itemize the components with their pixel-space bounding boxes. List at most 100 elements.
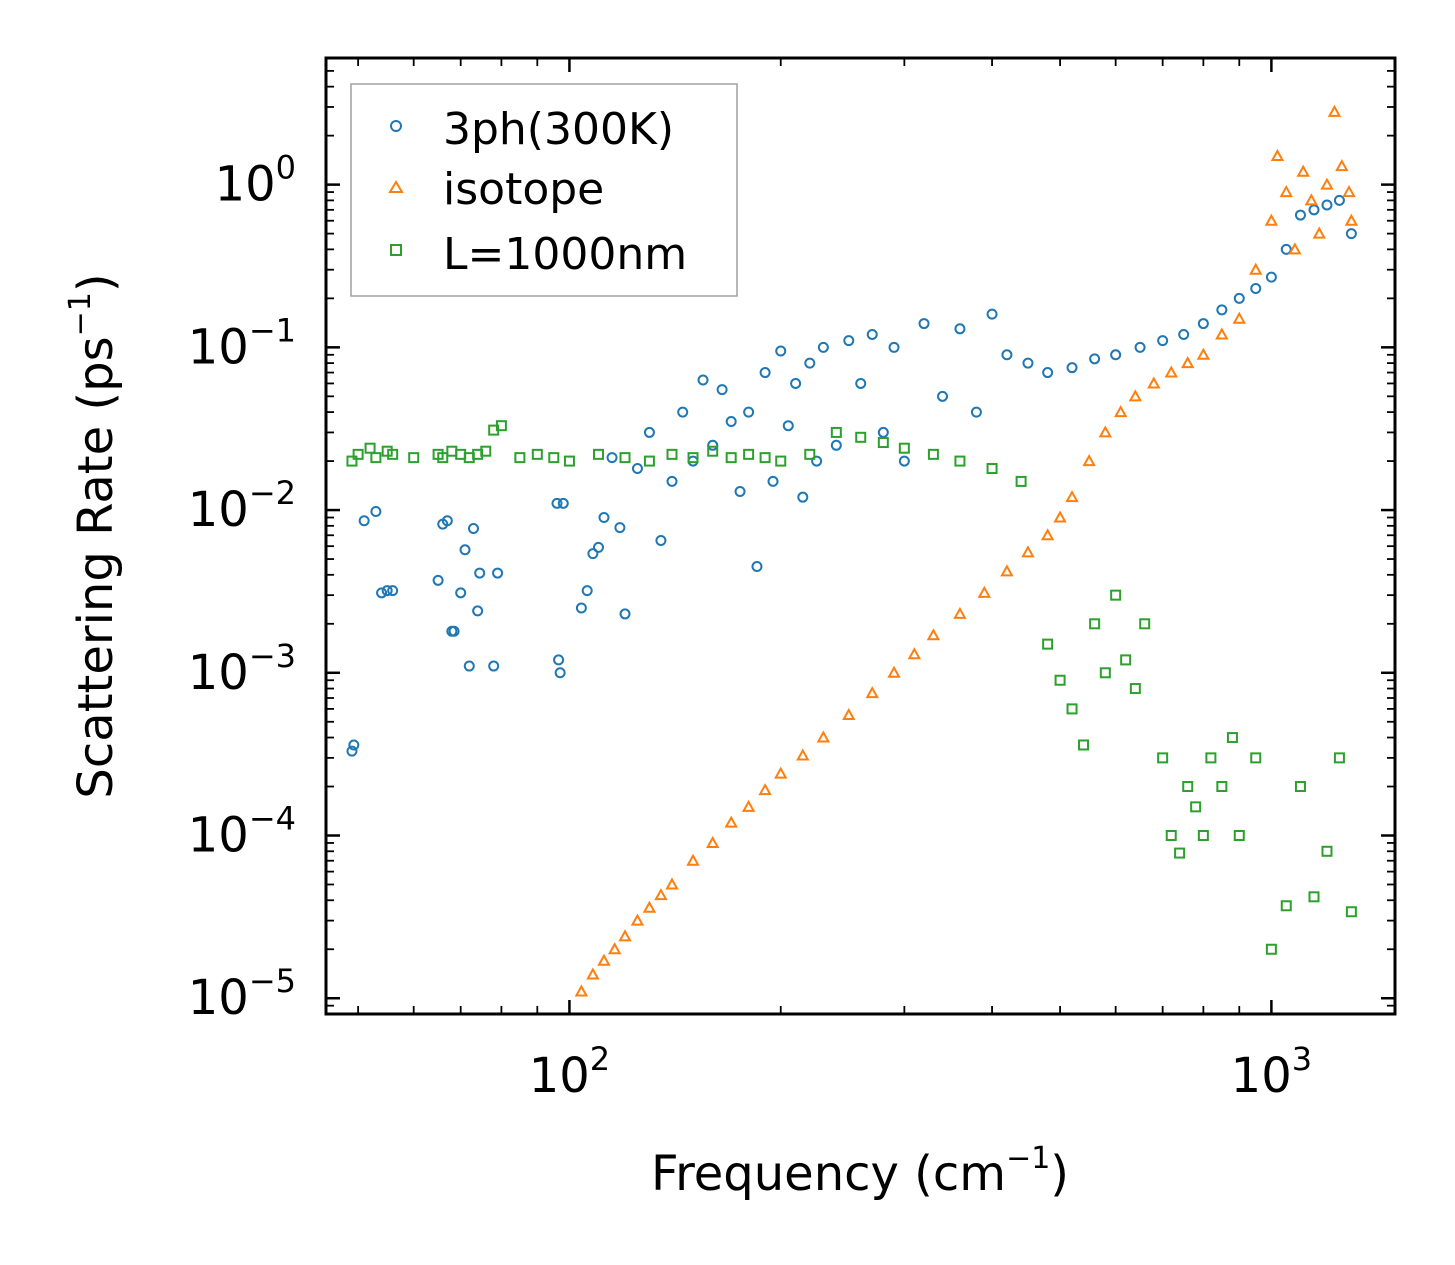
data-point <box>575 602 587 614</box>
data-point <box>370 452 382 464</box>
data-point <box>743 406 755 418</box>
data-point <box>358 515 370 527</box>
data-point <box>352 448 364 460</box>
data-point <box>697 374 709 386</box>
data-point <box>1216 781 1228 793</box>
data-point <box>855 431 867 443</box>
data-point <box>1065 490 1079 503</box>
data-point <box>448 625 460 637</box>
data-point <box>643 455 655 467</box>
series-1 <box>574 104 1359 997</box>
data-point <box>586 967 600 980</box>
data-point <box>1232 311 1246 324</box>
data-point <box>1205 752 1217 764</box>
data-point <box>953 606 967 619</box>
data-point <box>1312 226 1326 239</box>
data-point <box>642 900 657 913</box>
legend-label-isotope: isotope <box>443 164 604 215</box>
data-point <box>1128 389 1143 402</box>
data-point <box>548 452 560 464</box>
data-point <box>977 585 992 598</box>
data-point <box>614 522 626 534</box>
data-point <box>1288 242 1302 255</box>
data-point <box>619 452 631 464</box>
data-point <box>654 888 668 901</box>
data-point <box>1082 454 1096 467</box>
data-point <box>687 452 699 464</box>
data-point <box>1196 347 1211 360</box>
data-point <box>1099 667 1111 679</box>
data-point <box>488 660 500 672</box>
data-point <box>631 463 643 475</box>
data-point <box>865 686 879 699</box>
data-point <box>1333 752 1345 764</box>
data-point <box>1250 752 1262 764</box>
data-point <box>1164 365 1178 378</box>
data-point <box>1342 185 1356 198</box>
data-point <box>843 335 855 347</box>
legend-marker-L1000nm <box>390 244 402 256</box>
data-point <box>1296 164 1310 177</box>
data-point <box>775 455 787 467</box>
data-point <box>619 608 631 620</box>
data-point <box>1001 349 1013 361</box>
data-point <box>553 654 565 666</box>
y-tick-label: 10−3 <box>188 637 296 701</box>
data-point <box>1233 830 1245 842</box>
data-point <box>796 748 810 761</box>
data-point <box>551 497 563 509</box>
x-axis-label: Frequency (cm−1) <box>651 1141 1069 1202</box>
data-point <box>1129 683 1141 695</box>
data-point <box>741 799 756 812</box>
data-point <box>775 345 787 357</box>
data-point <box>432 574 444 586</box>
x-tick-label: 103 <box>1231 1040 1312 1104</box>
data-point <box>387 585 399 597</box>
data-point <box>387 448 399 460</box>
data-point <box>441 515 453 527</box>
data-point <box>666 475 678 487</box>
data-point <box>811 455 823 467</box>
data-point <box>759 367 771 379</box>
data-point <box>986 308 998 320</box>
data-point <box>381 585 393 597</box>
data-point <box>927 448 939 460</box>
data-point <box>907 647 922 660</box>
data-point <box>716 384 728 396</box>
data-point <box>1078 739 1090 751</box>
data-point <box>887 665 901 678</box>
data-point <box>1333 194 1345 206</box>
data-point <box>1089 353 1101 365</box>
data-point <box>1089 618 1101 630</box>
data-point <box>455 587 467 599</box>
data-point <box>1308 891 1320 903</box>
data-point <box>725 416 737 428</box>
data-point <box>1190 801 1202 813</box>
data-point <box>758 783 772 796</box>
data-point <box>364 442 376 454</box>
legend-marker-isotope <box>388 180 404 193</box>
data-point <box>1054 674 1066 686</box>
data-point <box>474 567 486 579</box>
data-point <box>1345 228 1357 240</box>
data-point <box>1265 943 1277 955</box>
series-2 <box>346 420 1357 955</box>
data-point <box>1053 510 1067 523</box>
data-point <box>1270 148 1285 161</box>
data-point <box>1280 243 1292 255</box>
data-point <box>1304 193 1319 206</box>
data-point <box>463 660 475 672</box>
data-point <box>1216 304 1228 316</box>
y-tick-label: 10−5 <box>188 962 296 1026</box>
data-point <box>1134 341 1146 353</box>
data-point <box>725 452 737 464</box>
data-point <box>557 497 569 509</box>
data-point <box>607 942 622 955</box>
data-point <box>782 420 794 432</box>
data-point <box>790 377 802 389</box>
data-point <box>1022 357 1034 369</box>
data-point <box>937 390 949 402</box>
data-point <box>1110 589 1122 601</box>
data-point <box>1042 638 1054 650</box>
